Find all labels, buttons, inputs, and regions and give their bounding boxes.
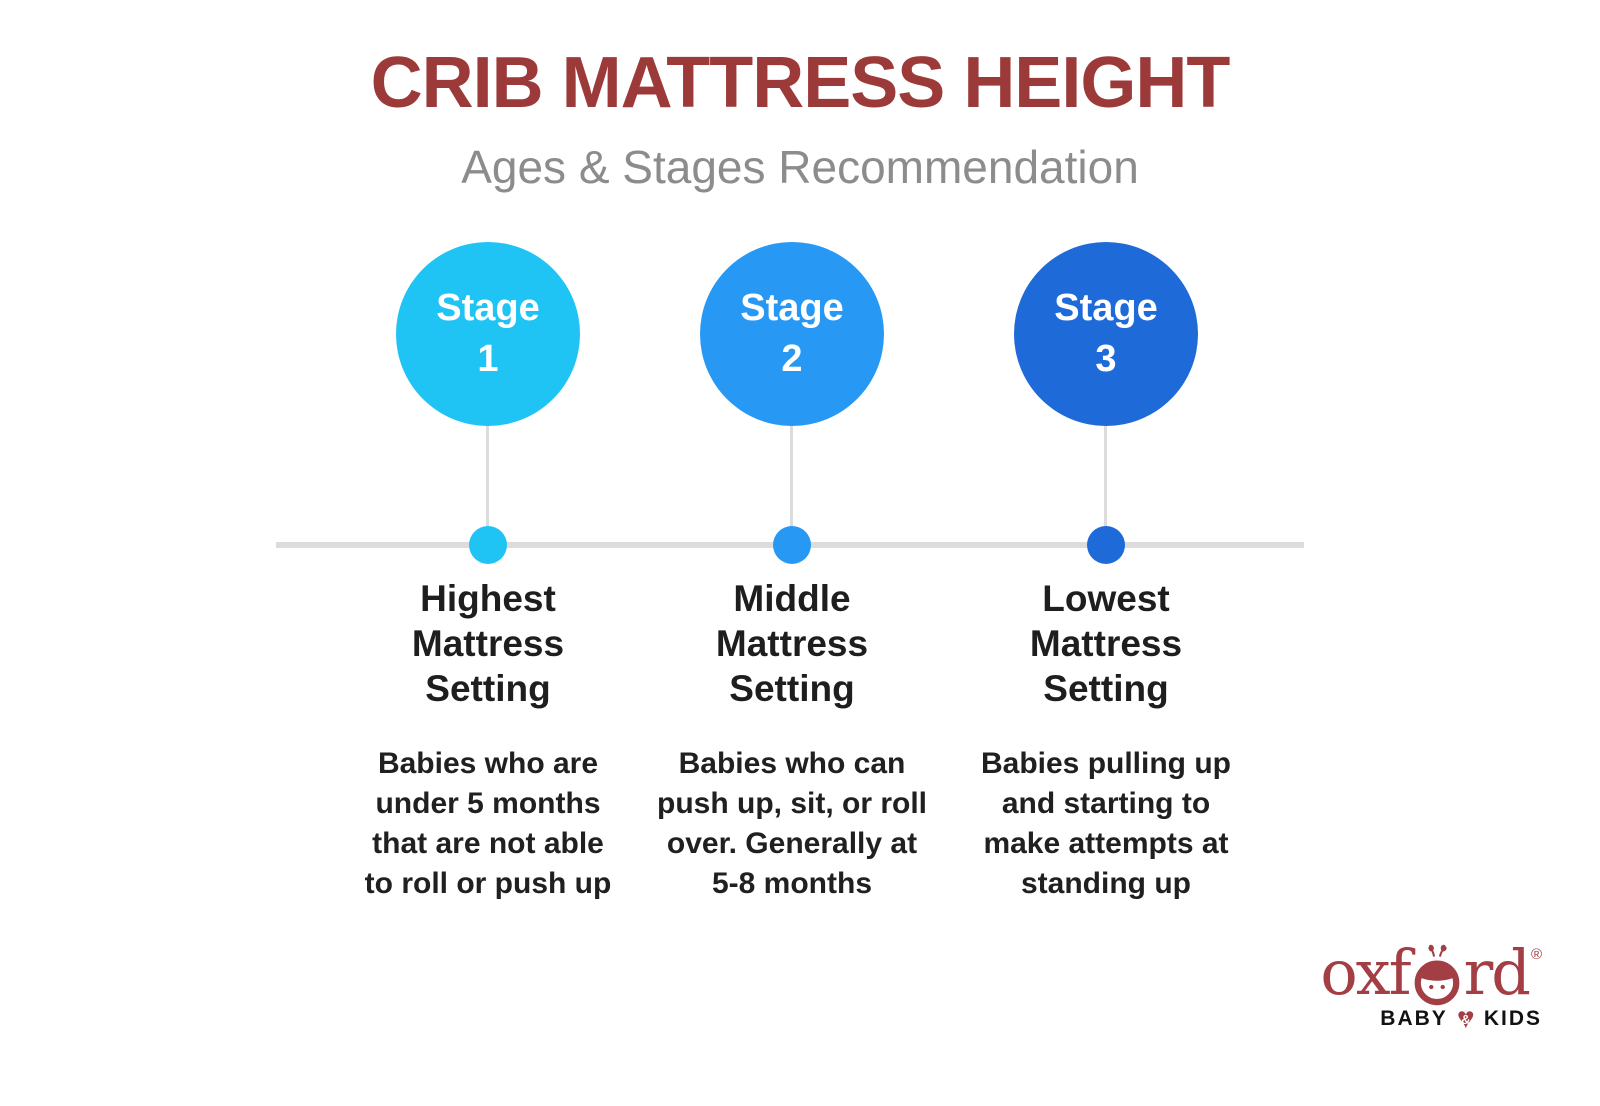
stage3-circle: Stage 3 — [1014, 242, 1198, 426]
stage1-description: Babies who are under 5 months that are n… — [364, 747, 612, 900]
stage1-number: 1 — [477, 338, 499, 380]
registered-trademark-icon: ® — [1530, 946, 1542, 963]
stage1-timeline-dot — [469, 526, 507, 564]
stage3-number: 3 — [1095, 338, 1117, 380]
stage2-setting-heading: Middle Mattress Setting — [715, 578, 869, 710]
oxford-wordmark: oxf rd ® — [1272, 936, 1542, 1009]
stage3-timeline-dot — [1087, 526, 1125, 564]
stage3-description: Babies pulling up and starting to make a… — [980, 747, 1231, 900]
tagline-kids: KIDS — [1483, 1007, 1542, 1030]
stage2-circle: Stage 2 — [700, 242, 884, 426]
stage2-number: 2 — [781, 338, 803, 380]
heart-icon: ♥ — [1456, 1002, 1475, 1035]
stage3-connector-line — [1104, 420, 1107, 548]
stage1-circle: Stage 1 — [396, 242, 580, 426]
page-subtitle: Ages & Stages Recommendation — [461, 141, 1139, 193]
stage1-setting-heading: Highest Mattress Setting — [411, 578, 565, 710]
stage2-label: Stage — [740, 286, 844, 329]
logo-text-prefix: oxf — [1320, 936, 1411, 1009]
stage3-setting-heading: Lowest Mattress Setting — [1029, 578, 1183, 710]
stage1-label: Stage — [436, 286, 540, 329]
ampersand-label: & — [1461, 1011, 1471, 1027]
stage2-timeline-dot — [773, 526, 811, 564]
logo-tagline: BABY ♥ & KIDS — [1272, 1004, 1542, 1034]
page-title: CRIB MATTRESS HEIGHT — [370, 43, 1231, 123]
heart-ampersand-icon: ♥ & — [1451, 1004, 1481, 1034]
tagline-baby: BABY — [1380, 1007, 1448, 1030]
stage3-label: Stage — [1054, 286, 1158, 329]
oxford-logo: oxf rd ® — [1272, 942, 1542, 1034]
stage2-connector-line — [790, 420, 793, 548]
baby-face-icon — [1411, 942, 1463, 1006]
stage2-description: Babies who can push up, sit, or roll ove… — [657, 747, 927, 900]
logo-text-suffix: rd — [1463, 936, 1531, 1009]
stage1-connector-line — [486, 420, 489, 548]
